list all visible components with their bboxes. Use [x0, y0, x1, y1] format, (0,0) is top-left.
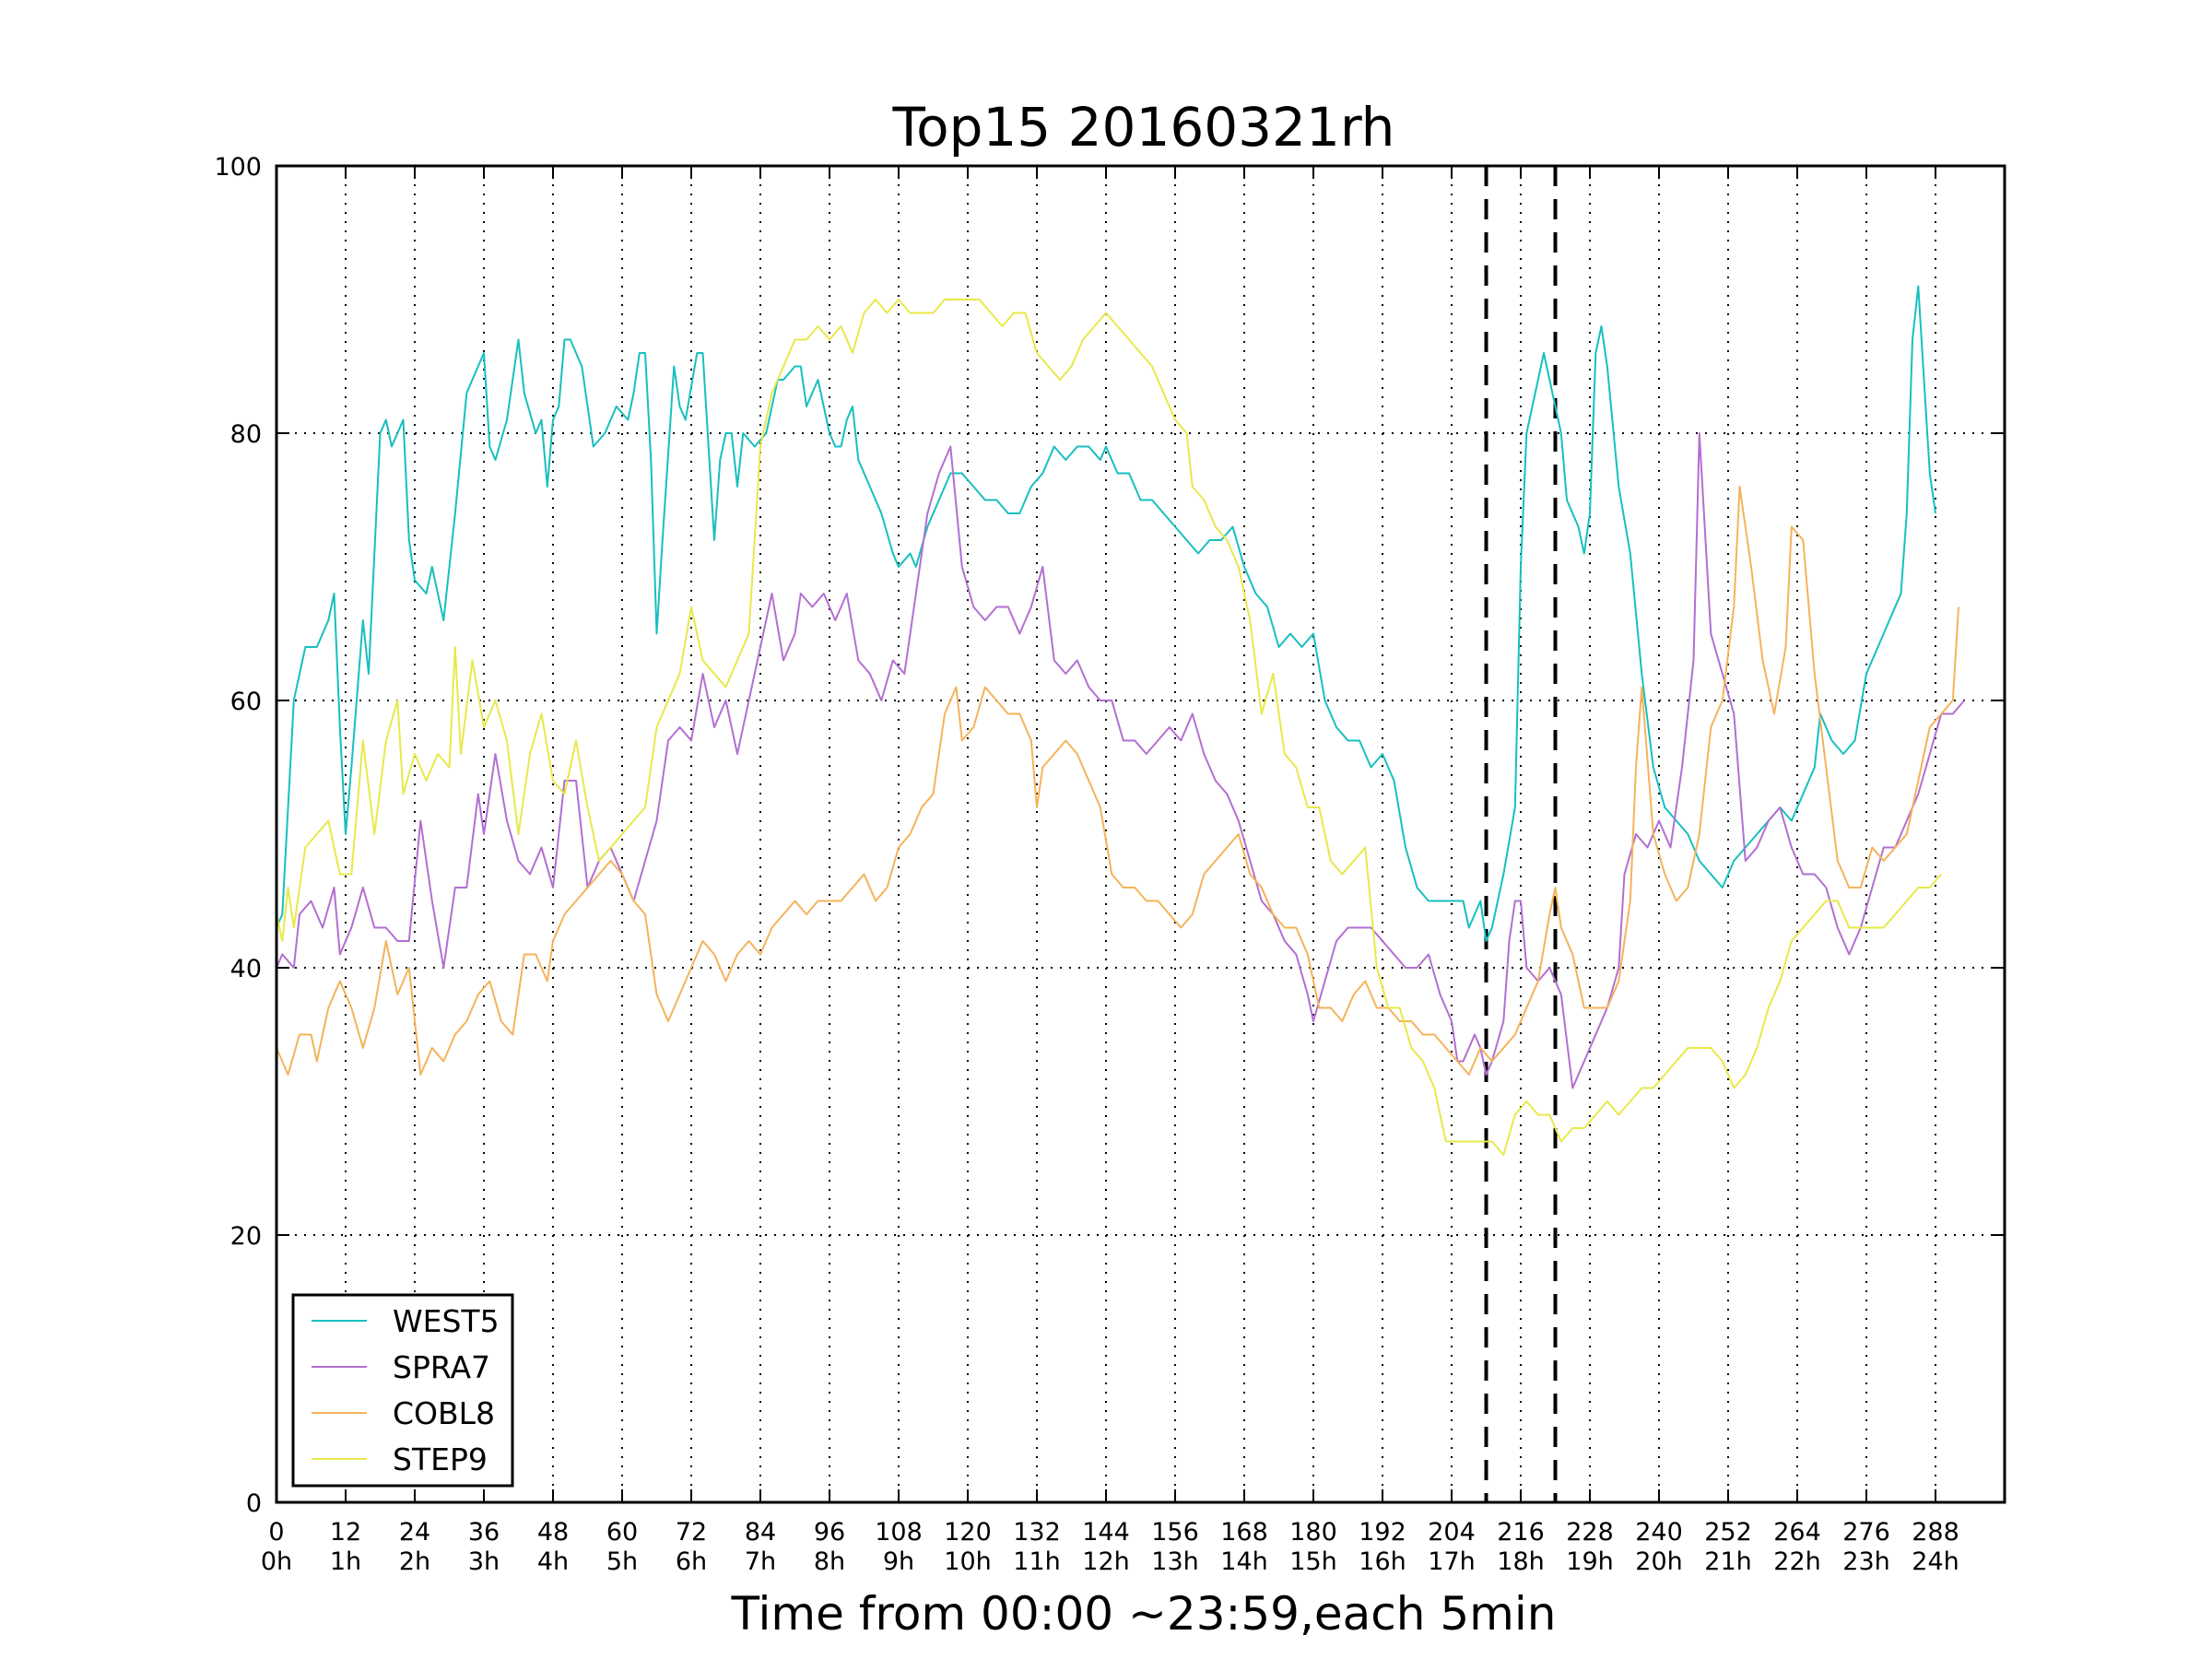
y-tick-label: 100 [214, 153, 262, 182]
x-tick-hour-label: 6h [676, 1547, 707, 1576]
x-tick-hour-label: 1h [330, 1547, 361, 1576]
y-tick-label: 0 [246, 1489, 262, 1518]
x-tick-label: 36 [468, 1518, 500, 1547]
x-tick-hour-label: 9h [883, 1547, 914, 1576]
x-tick-label: 276 [1842, 1518, 1890, 1547]
x-tick-hour-label: 0h [261, 1547, 292, 1576]
series-line-spra7 [276, 432, 1966, 1089]
x-tick-label: 156 [1151, 1518, 1199, 1547]
x-tick-label: 252 [1704, 1518, 1752, 1547]
x-tick-label: 180 [1289, 1518, 1337, 1547]
x-tick-label: 0 [268, 1518, 284, 1547]
x-tick-hour-label: 19h [1566, 1547, 1613, 1576]
x-tick-label: 12 [330, 1518, 361, 1547]
legend-label: WEST5 [393, 1303, 500, 1339]
x-tick-hour-label: 14h [1220, 1547, 1267, 1576]
x-tick-hour-label: 5h [606, 1547, 638, 1576]
plot-area [275, 164, 2006, 1504]
x-tick-hour-label: 13h [1151, 1547, 1198, 1576]
x-tick-label: 84 [745, 1518, 776, 1547]
x-tick-hour-label: 16h [1359, 1547, 1406, 1576]
x-tick-hour-label: 15h [1289, 1547, 1336, 1576]
x-tick-hour-label: 2h [399, 1547, 430, 1576]
x-tick-hour-label: 10h [944, 1547, 991, 1576]
legend-box [291, 1293, 514, 1488]
x-tick-label: 216 [1497, 1518, 1545, 1547]
x-tick-label: 120 [944, 1518, 992, 1547]
y-tick-label: 60 [230, 688, 262, 716]
x-tick-label: 24 [399, 1518, 430, 1547]
y-axis-ticks: 0 20 40 60 80 100 [214, 153, 2005, 1518]
legend-label: SPRA7 [393, 1349, 490, 1385]
series-line-cobl8 [276, 486, 1959, 1076]
x-tick-hour-label: 7h [745, 1547, 776, 1576]
grid [276, 166, 2005, 1502]
y-tick-label: 40 [230, 955, 262, 983]
x-tick-label: 96 [814, 1518, 845, 1547]
x-tick-hour-label: 20h [1635, 1547, 1682, 1576]
x-tick-hour-label: 22h [1773, 1547, 1820, 1576]
legend-items: WEST5 SPRA7 COBL8 STEP9 [312, 1303, 500, 1477]
y-tick-label: 80 [230, 420, 262, 449]
x-tick-label: 204 [1428, 1518, 1476, 1547]
x-tick-hour-label: 18h [1497, 1547, 1544, 1576]
x-tick-hour-label: 23h [1842, 1547, 1889, 1576]
y-tick-label: 20 [230, 1222, 262, 1251]
legend-label: STEP9 [393, 1441, 488, 1477]
x-tick-label: 48 [537, 1518, 569, 1547]
x-tick-hour-label: 11h [1013, 1547, 1060, 1576]
vertical-markers [1484, 166, 1558, 1502]
x-tick-hour-label: 4h [537, 1547, 569, 1576]
x-tick-label: 108 [875, 1518, 923, 1547]
series-line-west5 [276, 285, 1936, 942]
x-tick-hour-label: 24h [1912, 1547, 1959, 1576]
chart-title: Top15 20160321rh [892, 96, 1395, 159]
x-tick-label: 228 [1566, 1518, 1614, 1547]
x-tick-label: 60 [606, 1518, 638, 1547]
plot-frame [275, 164, 2006, 1504]
x-tick-label: 168 [1220, 1518, 1268, 1547]
x-tick-hour-label: 3h [468, 1547, 500, 1576]
series-lines [276, 285, 1966, 1156]
series-line-step9 [276, 299, 1943, 1156]
x-axis-label: Time from 00:00 ~23:59,each 5min [731, 1587, 1557, 1641]
x-tick-hour-label: 8h [814, 1547, 845, 1576]
x-tick-hour-label: 17h [1428, 1547, 1475, 1576]
x-tick-label: 144 [1082, 1518, 1130, 1547]
x-tick-hour-label: 21h [1704, 1547, 1751, 1576]
x-tick-label: 132 [1013, 1518, 1061, 1547]
x-tick-label: 192 [1359, 1518, 1406, 1547]
legend: WEST5 SPRA7 COBL8 STEP9 [291, 1293, 514, 1488]
x-tick-hour-label: 12h [1082, 1547, 1129, 1576]
legend-label: COBL8 [393, 1395, 495, 1431]
x-tick-label: 240 [1635, 1518, 1683, 1547]
x-tick-label: 288 [1912, 1518, 1959, 1547]
x-tick-label: 72 [676, 1518, 707, 1547]
x-tick-label: 264 [1773, 1518, 1821, 1547]
